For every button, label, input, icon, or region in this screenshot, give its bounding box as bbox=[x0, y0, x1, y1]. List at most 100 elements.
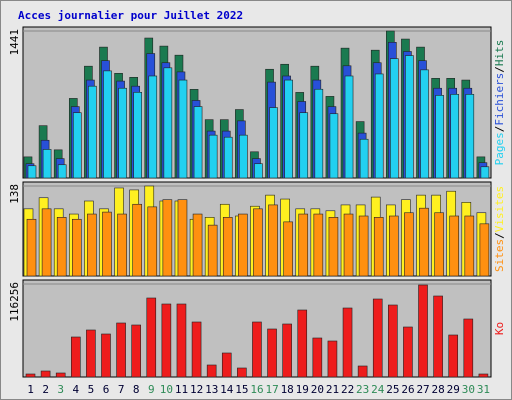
x-tick-label: 24 bbox=[371, 383, 385, 396]
bar bbox=[282, 323, 292, 378]
bar bbox=[131, 324, 141, 378]
x-tick-label: 12 bbox=[190, 383, 203, 396]
bar bbox=[404, 212, 414, 277]
bar bbox=[465, 94, 475, 179]
bar bbox=[178, 79, 188, 179]
bar bbox=[193, 106, 203, 179]
x-tick-label: 9 bbox=[148, 383, 155, 396]
x-tick-label: 21 bbox=[326, 383, 339, 396]
bar bbox=[312, 337, 323, 378]
bar bbox=[70, 336, 81, 378]
bar bbox=[176, 303, 187, 378]
bar bbox=[87, 213, 97, 277]
bar bbox=[254, 163, 263, 179]
bar bbox=[206, 364, 217, 378]
bar bbox=[390, 58, 399, 179]
bar bbox=[448, 334, 459, 378]
bar bbox=[41, 208, 52, 277]
y-tick-label: 116256 bbox=[8, 282, 21, 322]
bar bbox=[72, 112, 82, 179]
bar bbox=[223, 136, 233, 179]
bar bbox=[268, 204, 278, 277]
bar bbox=[56, 217, 67, 277]
bar bbox=[284, 79, 293, 179]
bar bbox=[357, 365, 368, 378]
chart-title: Acces journalier pour Juillet 2022 bbox=[18, 9, 243, 22]
x-tick-label: 13 bbox=[205, 383, 218, 396]
x-tick-label: 11 bbox=[175, 383, 188, 396]
x-tick-label: 7 bbox=[118, 383, 125, 396]
bar bbox=[403, 326, 413, 378]
bar bbox=[269, 107, 278, 179]
legend-separator: / bbox=[493, 126, 506, 133]
bar bbox=[221, 352, 232, 378]
y-tick-label: 138 bbox=[8, 184, 21, 204]
bar bbox=[161, 303, 172, 378]
legend-separator: / bbox=[493, 232, 506, 239]
bar bbox=[253, 208, 263, 277]
legend-entry: Hits bbox=[493, 40, 506, 67]
x-tick-label: 2 bbox=[42, 383, 49, 396]
bar bbox=[118, 87, 127, 179]
bar bbox=[464, 215, 475, 277]
legend-entry: Pages bbox=[493, 132, 506, 165]
bar bbox=[103, 70, 112, 179]
bar bbox=[117, 213, 127, 277]
bar bbox=[389, 215, 399, 277]
legend-separator: / bbox=[493, 66, 506, 73]
bar bbox=[449, 215, 460, 277]
x-tick-label: 22 bbox=[341, 383, 354, 396]
bar bbox=[297, 309, 308, 378]
legend-entry: Fichiers bbox=[493, 73, 506, 126]
bar bbox=[478, 373, 489, 378]
bar bbox=[327, 340, 338, 378]
bar bbox=[177, 199, 188, 277]
bar bbox=[328, 217, 339, 277]
bar bbox=[373, 217, 384, 277]
x-tick-label: 23 bbox=[356, 383, 369, 396]
bar bbox=[313, 213, 324, 277]
x-tick-label: 29 bbox=[447, 383, 460, 396]
bar bbox=[162, 199, 173, 277]
bar bbox=[463, 318, 474, 378]
x-tick-label: 25 bbox=[386, 383, 399, 396]
x-tick-label: 26 bbox=[401, 383, 414, 396]
bar bbox=[55, 372, 66, 378]
x-tick-label: 10 bbox=[160, 383, 173, 396]
legend: Pages/Fichiers/Hits bbox=[493, 40, 506, 166]
x-tick-label: 20 bbox=[311, 383, 324, 396]
x-tick-label: 1 bbox=[27, 383, 34, 396]
bar bbox=[388, 304, 398, 378]
bar bbox=[435, 95, 444, 179]
bar bbox=[40, 370, 51, 378]
x-tick-label: 3 bbox=[57, 383, 64, 396]
bar bbox=[283, 221, 293, 277]
bar bbox=[342, 307, 353, 378]
bar bbox=[480, 166, 490, 179]
bar bbox=[299, 112, 309, 179]
x-tick-label: 14 bbox=[220, 383, 234, 396]
bar bbox=[420, 69, 429, 179]
bar bbox=[237, 367, 247, 378]
x-tick-label: 16 bbox=[250, 383, 263, 396]
legend-entry: Ko bbox=[493, 322, 506, 335]
bar bbox=[419, 207, 429, 277]
legend: Sites/Visites bbox=[493, 186, 506, 272]
bar bbox=[116, 322, 126, 378]
x-tick-label: 27 bbox=[416, 383, 429, 396]
bar bbox=[101, 333, 111, 378]
bar bbox=[25, 373, 36, 378]
x-tick-label: 15 bbox=[235, 383, 248, 396]
x-tick-label: 18 bbox=[281, 383, 294, 396]
bar bbox=[133, 92, 142, 179]
bar bbox=[57, 164, 67, 179]
bar bbox=[239, 134, 248, 179]
bar bbox=[42, 149, 52, 179]
bar bbox=[252, 321, 262, 378]
bar bbox=[314, 88, 324, 179]
bar bbox=[374, 73, 384, 179]
bar bbox=[146, 297, 157, 378]
bar bbox=[132, 203, 142, 277]
y-tick-label: 1441 bbox=[8, 29, 21, 56]
